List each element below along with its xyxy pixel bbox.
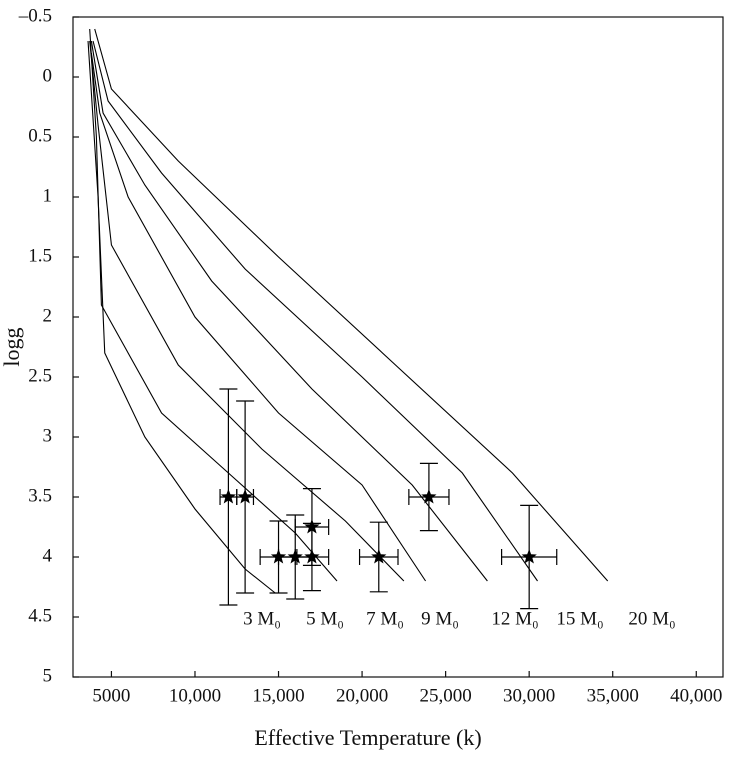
star-point [220, 489, 236, 504]
plot-frame [72, 16, 724, 678]
evolution-track [94, 28, 609, 582]
y-tick-label: 2.5 [28, 365, 52, 386]
x-tick-label: 5000 [92, 685, 130, 706]
x-tick-label: 35,000 [587, 685, 639, 706]
y-tick-label: 4 [43, 545, 53, 566]
evolution-track [90, 40, 488, 582]
track-label: 12 M₀ [491, 608, 538, 629]
y-tick-label: 5 [43, 665, 53, 686]
track-label: 7 M₀ [366, 608, 404, 629]
y-tick-label: 0 [43, 65, 53, 86]
evolution-track [92, 40, 538, 582]
y-tick-label: 2 [43, 305, 53, 326]
y-tick-label: 1.5 [28, 245, 52, 266]
track-label: 9 M₀ [421, 608, 459, 629]
x-tick-label: 15,000 [252, 685, 304, 706]
x-tick-label: 30,000 [503, 685, 555, 706]
star-point [371, 549, 387, 564]
x-tick-label: 40,000 [670, 685, 722, 706]
x-tick-label: 25,000 [419, 685, 471, 706]
track-label: 15 M₀ [556, 608, 603, 629]
y-tick-label: 1 [43, 185, 53, 206]
star-point [521, 549, 537, 564]
track-label: 5 M₀ [306, 608, 344, 629]
star-point [304, 549, 320, 564]
evolution-track [87, 40, 276, 594]
x-axis-label: Effective Temperature (k) [254, 725, 481, 750]
x-tick-label: 10,000 [169, 685, 221, 706]
evolution-track [90, 52, 427, 582]
track-label: 20 M₀ [628, 608, 675, 629]
y-tick-label: 3 [43, 425, 53, 446]
track-label: 3 M₀ [243, 608, 281, 629]
y-axis-label: logg [0, 327, 24, 366]
y-tick-label: 0.5 [28, 125, 52, 146]
evolution-track [89, 28, 338, 582]
star-point [421, 489, 437, 504]
y-tick-label: –0.5 [18, 5, 52, 26]
y-tick-label: 4.5 [28, 605, 52, 626]
evolution-track [89, 40, 405, 582]
y-tick-label: 3.5 [28, 485, 52, 506]
x-tick-label: 20,000 [336, 685, 388, 706]
star-point [237, 489, 253, 504]
